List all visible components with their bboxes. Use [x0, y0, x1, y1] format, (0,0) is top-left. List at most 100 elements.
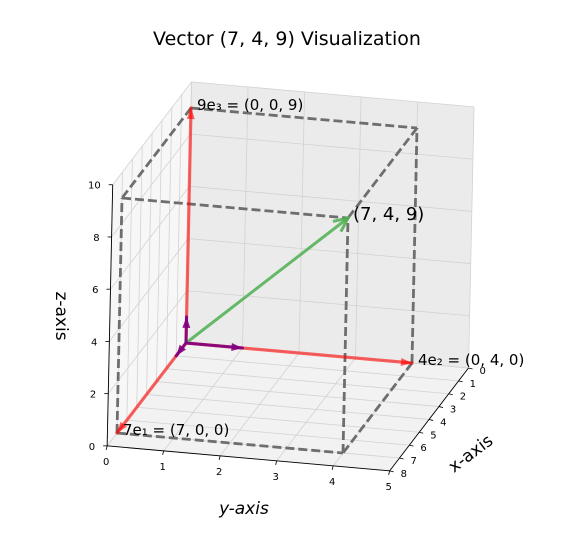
- y-tick-mark: [388, 470, 391, 475]
- grid-line-side-z: [111, 133, 191, 238]
- x-tick-label: 1: [470, 379, 476, 390]
- box-dashed-line: [410, 127, 419, 364]
- x-tick-mark: [468, 367, 473, 370]
- z-tick-label: 8: [93, 233, 99, 244]
- grid-line-wall-z: [191, 81, 475, 108]
- vector-label: (7, 4, 9): [353, 204, 424, 225]
- component-x-label: 7e₁ = (7, 0, 0): [123, 421, 229, 439]
- y-tick-label: 5: [385, 482, 391, 493]
- basis-e3-arrow-head: [182, 316, 191, 328]
- x-tick-label: 5: [430, 430, 436, 441]
- x-tick-label: 7: [411, 456, 417, 467]
- axes-edges: [106, 184, 469, 472]
- x-tick-label: 2: [460, 392, 466, 403]
- y-axis-label: y-axis: [218, 499, 269, 519]
- grid-line-wall-y: [298, 91, 305, 354]
- y-tick-label: 2: [216, 467, 222, 478]
- component-z-arrow-head: [186, 108, 195, 120]
- x-tick-mark: [399, 457, 404, 460]
- resultant-vector-arrow: [184, 216, 350, 345]
- chart-title: Vector (7, 4, 9) Visualization: [153, 28, 421, 50]
- box-dashed-line: [341, 217, 350, 454]
- grid-line-floor-x: [176, 355, 459, 382]
- grid-line-floor-y: [276, 357, 356, 462]
- box-dashed-line: [115, 197, 124, 434]
- grid-line-wall-x: [156, 120, 163, 382]
- component-y-arrow-head: [400, 358, 412, 367]
- y-tick-mark: [218, 455, 221, 460]
- y-tick-mark: [331, 465, 334, 470]
- x-axis-label: x-axis: [445, 431, 497, 477]
- x-tick-mark: [409, 444, 414, 447]
- grid-line-floor-x: [136, 406, 420, 433]
- box-dashed-line: [121, 196, 349, 220]
- component-y-label: 4e₂ = (0, 4, 0): [418, 351, 524, 369]
- basis-e1-arrow-head: [176, 344, 187, 356]
- basis-e2-arrow-head: [231, 343, 243, 352]
- x-tick-label: 6: [420, 443, 426, 454]
- component-x-arrow-head: [117, 421, 127, 433]
- x-tick-mark: [428, 419, 434, 421]
- x-tick-label: 8: [401, 469, 407, 480]
- x-tick-mark: [419, 431, 424, 434]
- y-tick-label: 3: [272, 472, 278, 483]
- grid-line-floor-y: [219, 352, 300, 457]
- grid-line-wall-z: [187, 290, 470, 317]
- y-tick-label: 4: [329, 477, 335, 488]
- component-z-arrow: [184, 106, 193, 345]
- box-dashed-line: [120, 107, 193, 199]
- grid-line-wall-z: [189, 185, 472, 212]
- z-tick-labels: 0 2 4 6 8 10: [88, 181, 113, 453]
- grid-line-floor-y: [163, 347, 243, 452]
- y-tick-mark: [275, 460, 278, 465]
- axes-panes: [107, 81, 475, 471]
- grid-line-wall-z: [188, 238, 471, 264]
- box-dashed-line: [190, 106, 418, 130]
- grid-line-floor-x: [126, 419, 410, 446]
- box-dashed-line: [116, 431, 344, 455]
- grid-line-floor-x: [146, 394, 430, 420]
- z-tick-label: 6: [92, 285, 98, 296]
- grid-line-wall-x: [126, 159, 133, 421]
- z-tick-label: 0: [89, 442, 95, 453]
- grid-line-wall-y: [468, 106, 475, 369]
- z-axis-line: [106, 184, 114, 446]
- box-dashed-line: [346, 127, 419, 219]
- y-tick-mark: [105, 445, 108, 450]
- x-axis-line: [389, 367, 469, 472]
- component-z-label: 9e₃ = (0, 0, 9): [197, 96, 303, 114]
- grid-line-wall-x: [175, 94, 183, 356]
- x-tick-mark: [389, 470, 394, 473]
- resultant-vector-arrow-head: [332, 215, 351, 233]
- y-tick-labels: 0 1 2 3 4 5: [103, 445, 392, 493]
- vector-arrows: [115, 106, 414, 435]
- z-tick-label: 2: [90, 390, 96, 401]
- x-tick-label: 3: [450, 405, 456, 416]
- grid-line-side-z: [107, 290, 188, 394]
- y-tick-mark: [162, 450, 165, 455]
- x-tick-label: 0: [480, 366, 486, 377]
- vector-annotations: 7e₁ = (7, 0, 0) 4e₂ = (0, 4, 0) 9e₃ = (0, …: [123, 96, 524, 439]
- bounding-box-dashed-lines: [115, 106, 419, 455]
- x-tick-mark: [448, 393, 453, 396]
- grid-line-wall-z: [190, 133, 473, 160]
- component-x-arrow: [115, 341, 188, 435]
- y-tick-label: 0: [103, 457, 109, 468]
- grid-line-wall-y: [242, 86, 249, 349]
- grid-line-wall-x: [146, 133, 153, 395]
- grid-line-side-z: [109, 238, 189, 342]
- z-tick-label: 4: [91, 337, 97, 348]
- x-tick-mark: [438, 406, 444, 408]
- grid-line-wall-x: [136, 146, 143, 408]
- grid-line-wall-x: [165, 107, 173, 369]
- x-tick-label: 4: [440, 417, 446, 428]
- grid-line-wall-y: [355, 96, 362, 359]
- grid-line-floor-x: [156, 381, 439, 407]
- grid-line-floor-x: [166, 368, 449, 395]
- z-axis-label: z-axis: [51, 291, 71, 340]
- box-dashed-line: [341, 362, 414, 454]
- back-wall-pane: [186, 81, 475, 368]
- y-axis-line: [107, 445, 390, 472]
